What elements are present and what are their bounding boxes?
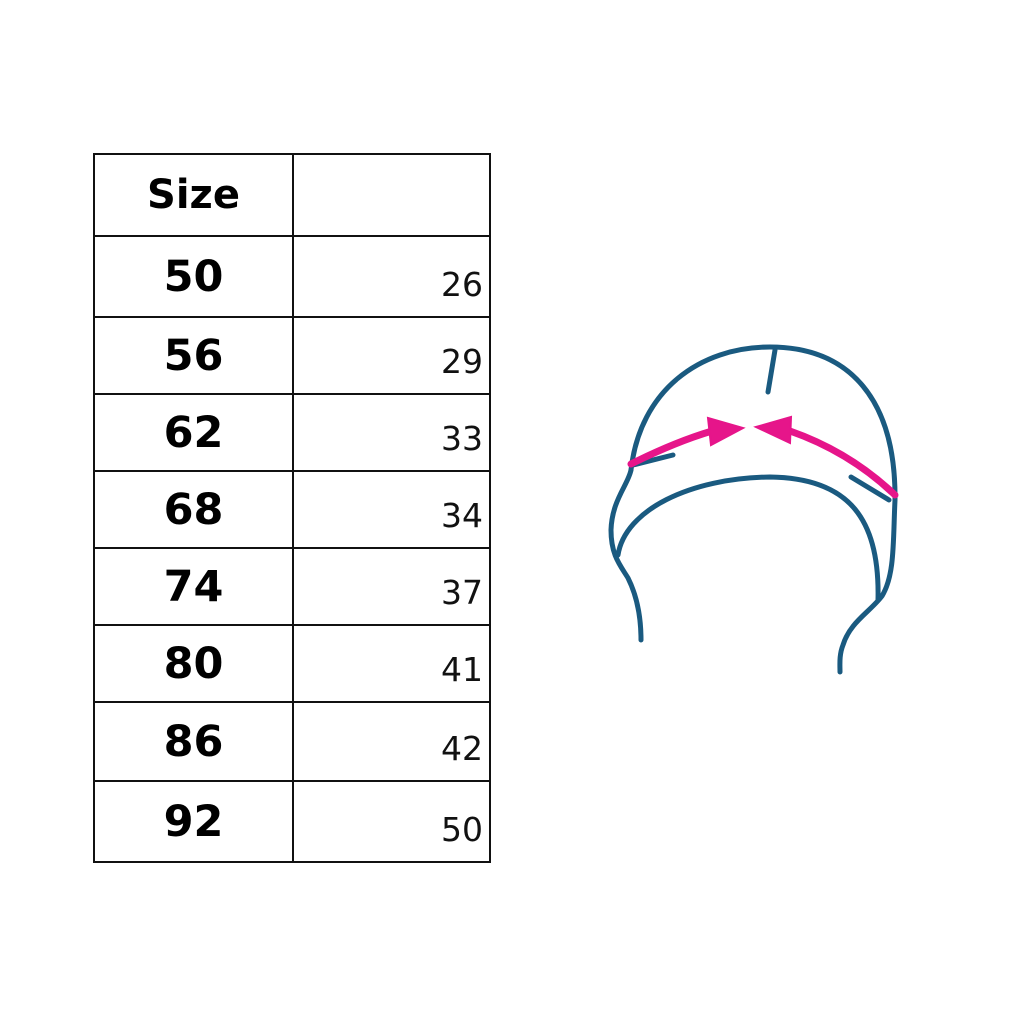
table-row: 74 37: [93, 547, 491, 626]
measurement-cell: 34: [292, 470, 491, 549]
size-cell: 86: [93, 701, 294, 782]
size-cell: 80: [93, 624, 294, 703]
hat-brim-inner: [615, 474, 881, 603]
size-cell: 92: [93, 780, 294, 863]
measurement-cell: 33: [292, 393, 491, 472]
measurement-cell: 42: [292, 701, 491, 782]
measurement-cell: 41: [292, 624, 491, 703]
size-cell: 62: [93, 393, 294, 472]
size-cell: 56: [93, 316, 294, 395]
arrow-right-head: [753, 415, 793, 445]
measurement-cell: 29: [292, 316, 491, 395]
table-row: 86 42: [93, 701, 491, 782]
table-row: 92 50: [93, 780, 491, 863]
header-size: Size: [93, 153, 294, 237]
table-row: 80 41: [93, 624, 491, 703]
size-table: Size 50 26 56 29 62 33 68 34 74 37 80 41 86 42 92 50: [93, 153, 491, 863]
arrow-left-head: [706, 416, 746, 447]
hat-brim-left: [608, 467, 644, 643]
header-measurement: [292, 153, 491, 237]
arrow-left-line: [627, 427, 716, 468]
table-row: 56 29: [93, 316, 491, 395]
size-cell: 50: [93, 235, 294, 318]
table-row: 50 26: [93, 235, 491, 318]
measurement-cell: 26: [292, 235, 491, 318]
measurement-cell: 37: [292, 547, 491, 626]
arrow-right-line: [786, 427, 899, 499]
table-header-row: Size: [93, 153, 491, 237]
table-row: 62 33: [93, 393, 491, 472]
measurement-cell: 50: [292, 780, 491, 863]
hat-seam: [765, 347, 778, 395]
hat-fold-right: [848, 474, 892, 503]
size-cell: 74: [93, 547, 294, 626]
size-cell: 68: [93, 470, 294, 549]
table-row: 68 34: [93, 470, 491, 549]
hat-dome: [628, 344, 898, 675]
